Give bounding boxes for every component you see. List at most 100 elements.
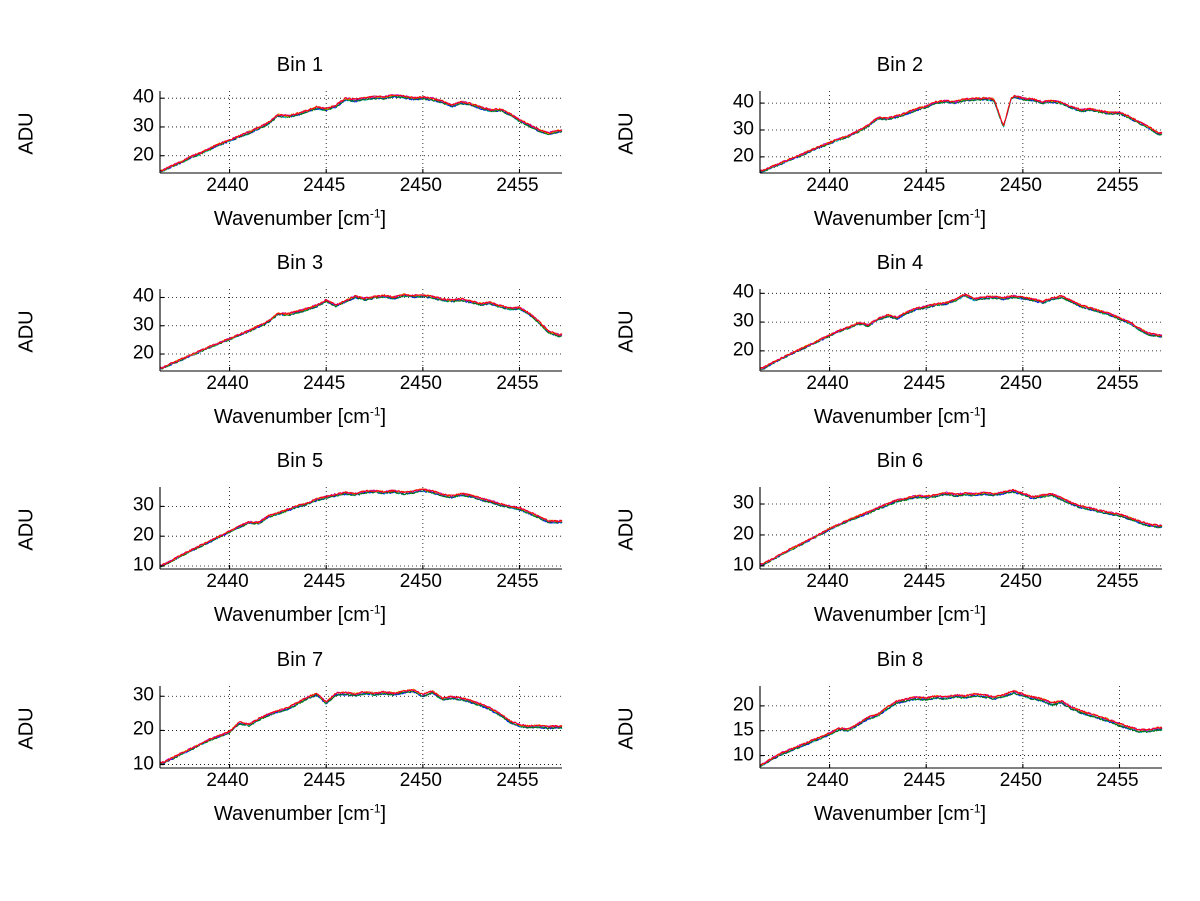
x-tick-label: 2445: [303, 571, 346, 592]
x-axis-label: Wavenumber [cm-1]: [0, 404, 600, 429]
y-tick-label: 10: [132, 753, 154, 775]
x-tick-label: 2445: [903, 770, 946, 791]
data-series-line: [759, 293, 1163, 370]
x-axis-label-close: ]: [380, 208, 387, 230]
y-axis-label: ADU: [15, 508, 38, 551]
x-tick-label: 2455: [1096, 571, 1139, 592]
x-tick-label: 2455: [496, 770, 539, 791]
x-axis-label-main: Wavenumber [cm: [813, 208, 970, 230]
data-series-line: [159, 690, 563, 766]
x-axis-label: Wavenumber [cm-1]: [0, 801, 600, 826]
y-tick-label: 30: [132, 115, 154, 137]
subplot-panel-bin-6: Bin 6 ADU Wavenumber [cm-1] 10 20 30 2440 2445 2…: [600, 446, 1200, 643]
data-series-line: [159, 490, 563, 568]
x-axis-label: Wavenumber [cm-1]: [600, 602, 1200, 627]
data-series-line: [759, 490, 1163, 567]
x-axis-label-close: ]: [380, 406, 387, 428]
x-tick-label: 2455: [496, 175, 539, 196]
subplot-panel-bin-5: Bin 5 ADU Wavenumber [cm-1] 10 20 30 2440 2445 2…: [0, 446, 600, 643]
x-tick-label: 2445: [903, 175, 946, 196]
y-tick-label: 40: [732, 281, 754, 303]
data-series-line: [759, 95, 1163, 173]
x-tick-label: 2440: [806, 770, 849, 791]
x-tick-label: 2440: [206, 373, 249, 394]
y-tick-label: 10: [732, 744, 754, 766]
x-axis-label-close: ]: [980, 208, 987, 230]
data-series-line: [159, 489, 563, 568]
y-tick-labels: 20 30 40: [98, 88, 154, 172]
data-series-line: [159, 689, 563, 764]
x-axis-label-exponent: -1: [369, 602, 381, 617]
y-tick-label: 30: [732, 492, 754, 514]
x-axis-label-main: Wavenumber [cm: [213, 208, 370, 230]
subplot-panel-bin-7: Bin 7 ADU Wavenumber [cm-1] 10 20 30 2440 2445 2…: [0, 645, 600, 842]
data-series-line: [759, 690, 1163, 766]
data-series-line: [759, 690, 1163, 766]
plot-area: [158, 486, 563, 570]
x-tick-label: 2445: [903, 571, 946, 592]
data-series-line: [759, 94, 1163, 172]
panel-title: Bin 3: [276, 252, 324, 274]
x-axis-label-exponent: -1: [369, 801, 381, 816]
plot-svg: [759, 487, 1163, 570]
x-axis-label-close: ]: [980, 803, 987, 825]
x-axis-label-exponent: -1: [969, 602, 981, 617]
y-axis-label: ADU: [15, 112, 38, 155]
y-tick-labels: 20 30 40: [698, 283, 754, 370]
data-series-line: [159, 689, 563, 764]
data-series-line: [759, 689, 1163, 766]
y-axis-label: ADU: [615, 508, 638, 551]
plot-area: [758, 288, 1163, 372]
data-series-line: [159, 488, 563, 567]
data-series-line: [159, 94, 563, 172]
x-tick-label: 2455: [1096, 373, 1139, 394]
x-tick-label: 2445: [303, 175, 346, 196]
y-tick-label: 20: [132, 144, 154, 166]
panel-title: Bin 4: [876, 252, 924, 274]
y-tick-label: 20: [132, 718, 154, 740]
data-series-line: [159, 293, 563, 369]
x-axis-label-main: Wavenumber [cm: [813, 406, 970, 428]
x-axis-label-close: ]: [980, 604, 987, 626]
data-series-line: [759, 96, 1163, 173]
data-series-line: [759, 294, 1163, 371]
data-series-line: [759, 490, 1163, 567]
panel-title: Bin 6: [876, 450, 924, 472]
y-tick-label: 15: [732, 719, 754, 741]
y-tick-label: 20: [732, 339, 754, 361]
data-series-line: [159, 95, 563, 172]
y-tick-label: 40: [132, 285, 154, 307]
x-tick-label: 2440: [806, 373, 849, 394]
y-tick-labels: 20 30 40: [98, 285, 154, 370]
plot-area: [158, 685, 563, 769]
x-tick-label: 2445: [903, 373, 946, 394]
data-series-line: [759, 293, 1163, 370]
plot-area: [158, 90, 563, 174]
plot-area: [758, 486, 1163, 570]
x-tick-label: 2450: [999, 373, 1042, 394]
x-tick-label: 2440: [206, 571, 249, 592]
subplot-panel-bin-4: Bin 4 ADU Wavenumber [cm-1] 20 30 40 2440 2445 2…: [600, 248, 1200, 445]
y-tick-labels: 20 30 40: [698, 90, 754, 172]
y-tick-label: 10: [732, 554, 754, 576]
y-tick-label: 30: [132, 314, 154, 336]
y-tick-labels: 10 15 20: [698, 685, 754, 767]
data-series-line: [759, 294, 1163, 370]
x-axis-label: Wavenumber [cm-1]: [600, 405, 1200, 429]
x-axis-label-exponent: -1: [369, 404, 381, 419]
x-axis-label-close: ]: [380, 604, 387, 626]
x-tick-label: 2440: [206, 175, 249, 196]
y-axis-label: ADU: [615, 112, 638, 155]
data-series-line: [759, 293, 1163, 370]
subplot-panel-bin-1: Bin 1 ADU Wavenumber [cm-1] 20 30 40 2440 2445 2…: [0, 50, 600, 247]
plot-svg: [159, 487, 563, 570]
y-tick-label: 30: [732, 118, 754, 140]
y-tick-label: 30: [132, 494, 154, 516]
x-axis-label: Wavenumber [cm-1]: [600, 802, 1200, 826]
data-series-line: [759, 294, 1163, 371]
data-series-line: [759, 95, 1163, 172]
x-axis-label-main: Wavenumber [cm: [213, 803, 370, 825]
data-series-line: [159, 690, 563, 765]
x-tick-label: 2440: [806, 571, 849, 592]
